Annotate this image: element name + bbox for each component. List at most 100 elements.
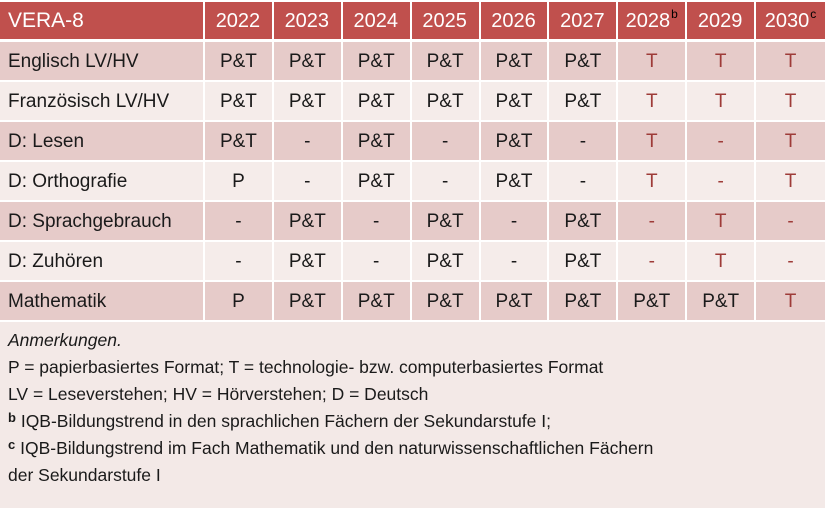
table-cell: - [205, 202, 274, 240]
table-cell: - [687, 162, 757, 200]
notes-heading: Anmerkungen. [8, 330, 122, 350]
row-label: Mathematik [0, 282, 205, 320]
table-cell: P&T [205, 122, 274, 160]
table-row: Französisch LV/HV P&T P&T P&T P&T P&T P&… [0, 82, 825, 122]
table-cell: P&T [274, 82, 343, 120]
table-cell: T [618, 82, 688, 120]
table-cell: P&T [412, 202, 481, 240]
table-cell: P&T [205, 42, 274, 80]
table-header-row: VERA-8 2022 2023 2024 2025 2026 2027 202… [0, 2, 825, 42]
table-row: Englisch LV/HV P&T P&T P&T P&T P&T P&T T… [0, 42, 825, 82]
table-notes: Anmerkungen. P = papierbasiertes Format;… [0, 322, 825, 508]
table-row: Mathematik P P&T P&T P&T P&T P&T P&T P&T… [0, 282, 825, 322]
table-cell: P&T [549, 82, 619, 120]
table-cell: P&T [618, 282, 688, 320]
year-header-2028: 2028 b [618, 2, 688, 39]
table-cell: - [274, 122, 343, 160]
table-cell: P&T [412, 242, 481, 280]
table-cell: T [618, 162, 688, 200]
table-cell: - [687, 122, 757, 160]
table-cell: T [687, 82, 757, 120]
row-label: Englisch LV/HV [0, 42, 205, 80]
table-cell: - [787, 210, 794, 232]
table-cell: T [618, 42, 688, 80]
table-cell: - [205, 242, 274, 280]
year-label: 2026 [491, 9, 536, 32]
year-label: 2025 [422, 9, 467, 32]
table-cell: P&T [274, 42, 343, 80]
row-label: D: Orthografie [0, 162, 205, 200]
table-row: D: Zuhören - P&T - P&T - P&T - T - [0, 242, 825, 282]
year-header-2023: 2023 [274, 2, 343, 39]
table-cell: P&T [549, 242, 619, 280]
table-cell: P&T [274, 202, 343, 240]
table-cell: - [618, 242, 688, 280]
table-cell: - [274, 162, 343, 200]
year-header-2022: 2022 [205, 2, 274, 39]
table-row: D: Sprachgebrauch - P&T - P&T - P&T - T … [0, 202, 825, 242]
row-label: D: Lesen [0, 122, 205, 160]
table-cell: P&T [343, 162, 412, 200]
year-header-2027: 2027 [549, 2, 619, 39]
table-cell: T [687, 242, 757, 280]
year-header-2024: 2024 [343, 2, 412, 39]
table-cell: P&T [481, 282, 550, 320]
table-cell: P&T [549, 42, 619, 80]
note-format-legend: P = papierbasiertes Format; T = technolo… [8, 357, 604, 377]
table-row: D: Lesen P&T - P&T - P&T - T - T [0, 122, 825, 162]
table-cell: - [481, 202, 550, 240]
table-cell: - [549, 162, 619, 200]
table-cell: P&T [343, 82, 412, 120]
table-cell: T [618, 122, 688, 160]
table-cell: P&T [481, 42, 550, 80]
year-label: 2029 [697, 9, 743, 32]
table-cell: P&T [343, 42, 412, 80]
note-abbreviation-legend: LV = Leseverstehen; HV = Hörverstehen; D… [8, 384, 429, 404]
year-label: 2023 [284, 9, 330, 32]
table-cell: T [687, 202, 757, 240]
table-cell: P [205, 282, 274, 320]
table-cell: - [343, 242, 412, 280]
table-cell: - [412, 122, 481, 160]
table-cell: - [343, 202, 412, 240]
table-cell: P&T [481, 82, 550, 120]
row-label: D: Sprachgebrauch [0, 202, 205, 240]
table-cell: P&T [205, 82, 274, 120]
table-cell: P&T [412, 82, 481, 120]
table-cell: P [205, 162, 274, 200]
table-cell: - [618, 202, 688, 240]
table-cell: T [784, 50, 797, 72]
footnote-b: b IQB-Bildungstrend in den sprachlichen … [8, 408, 815, 435]
year-header-2025: 2025 [412, 2, 481, 39]
table-cell: P&T [274, 282, 343, 320]
table-cell: T [784, 290, 797, 312]
year-label: 2028 [625, 9, 671, 32]
footnote-b-text: IQB-Bildungstrend in den sprachlichen Fä… [20, 411, 551, 431]
footnote-c: c IQB-Bildungstrend im Fach Mathematik u… [8, 435, 673, 489]
table-cell: P&T [274, 242, 343, 280]
year-header-2029: 2029 [687, 2, 757, 39]
table-cell: - [549, 122, 619, 160]
table-cell: - [787, 250, 794, 272]
footnote-c-text: IQB-Bildungstrend im Fach Mathematik und… [8, 438, 654, 485]
row-label: D: Zuhören [0, 242, 205, 280]
year-label: 2024 [353, 9, 398, 32]
footnote-c-marker: c [8, 437, 16, 452]
table-cell: P&T [549, 282, 619, 320]
table-cell: P&T [343, 122, 412, 160]
table-row: D: Orthografie P - P&T - P&T - T - T [0, 162, 825, 202]
year-label: 2030 [764, 9, 810, 32]
table-cell: T [784, 170, 797, 192]
year-label: 2027 [560, 9, 605, 32]
table-cell: P&T [687, 282, 757, 320]
row-label: Französisch LV/HV [0, 82, 205, 120]
table-cell: P&T [412, 282, 481, 320]
year-header-2026: 2026 [481, 2, 550, 39]
table-cell: T [687, 42, 757, 80]
year-header-2030: 2030 c [764, 6, 817, 32]
table-cell: T [784, 130, 797, 152]
table-cell: T [784, 90, 797, 112]
table-cell: P&T [481, 162, 550, 200]
table-cell: - [481, 242, 550, 280]
